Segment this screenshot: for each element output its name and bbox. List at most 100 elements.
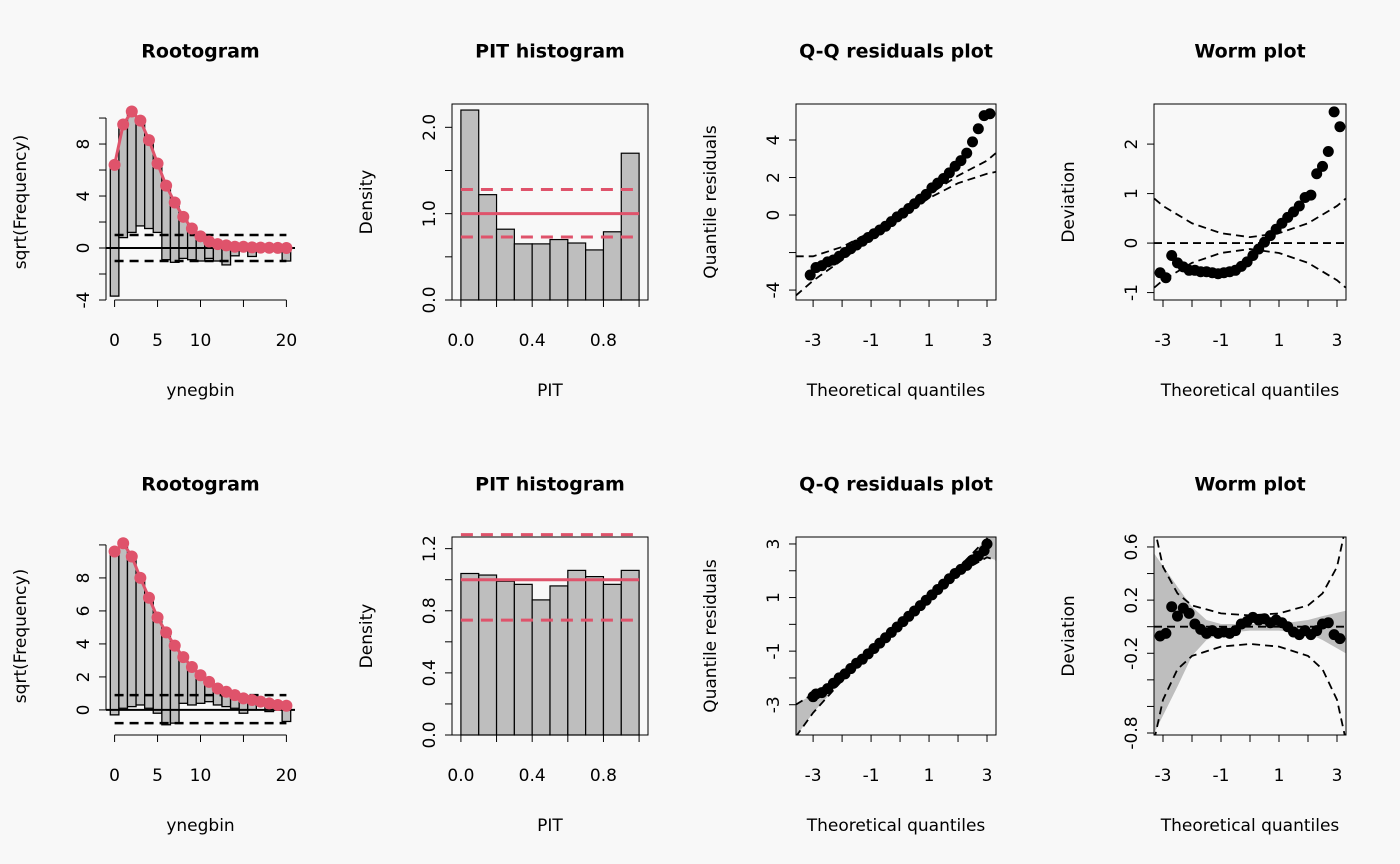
x-tick-label: 0.4 [519,331,546,351]
bar [567,242,587,301]
x-tick-label: 3 [1332,766,1343,786]
bar [495,580,515,736]
bar [531,243,551,301]
expected-point [168,639,181,652]
envelope-line [796,171,996,297]
y-tick-label: -0.2 [1122,637,1142,670]
x-tick-label: 3 [1332,331,1343,351]
y-tick-label: -0.8 [1122,716,1142,749]
y-tick-label: 3 [764,539,784,550]
y-axis-label: Deviation [1059,161,1079,242]
point [1160,272,1172,284]
expected-point [228,240,241,253]
bar [513,243,533,301]
point [1166,249,1178,261]
point [1171,610,1183,622]
y-tick-label: 2 [74,672,94,683]
y-tick-label: -4 [764,282,784,299]
y-tick-label: -4 [74,292,94,309]
x-tick-label: -1 [863,331,880,351]
x-tick-label: -1 [1213,766,1230,786]
y-tick-label: 0 [74,243,94,254]
y-tick-label: 8 [74,139,94,150]
point [1317,160,1329,172]
expected-point [117,118,130,131]
point [804,269,816,281]
x-axis-label: ynegbin [166,381,234,401]
y-tick-label: 2.0 [420,114,440,141]
envelope-line [1154,197,1346,239]
y-tick-label: 6 [74,606,94,617]
point [967,136,979,148]
y-tick-label: 1 [764,592,784,603]
x-tick-label: -3 [805,331,822,351]
bar [602,231,622,301]
panel-title: PIT histogram [475,41,625,63]
bar [478,194,498,301]
point [1160,627,1172,639]
x-tick-label: 1 [1274,331,1285,351]
x-tick-label: 1 [924,766,935,786]
point [1166,601,1178,613]
x-tick-label: 3 [982,331,993,351]
panel-title: Rootogram [141,41,259,63]
y-tick-label: 4 [74,191,94,202]
expected-point [160,626,173,639]
x-axis-label: ynegbin [166,816,234,836]
y-tick-label: 0.6 [1122,533,1142,560]
x-axis-label: PIT [537,381,563,401]
x-tick-label: -3 [1155,766,1172,786]
expected-point [125,105,138,118]
expected-point [142,591,155,604]
bar [109,550,120,716]
expected-point [194,669,207,682]
envelope-line [796,152,996,258]
y-tick-label: -3 [764,696,784,713]
x-tick-label: 0.0 [447,331,474,351]
bar [585,249,605,301]
expected-point [142,134,155,147]
x-tick-label: 10 [190,331,212,351]
point [1311,168,1323,180]
x-tick-label: 0.8 [590,331,617,351]
y-axis-label: sqrt(Frequency) [11,135,31,269]
x-tick-label: 0.0 [447,766,474,786]
x-tick-label: 5 [152,331,163,351]
panel-title: Worm plot [1194,474,1305,496]
bar [513,583,533,736]
y-tick-label: 0.4 [420,659,440,686]
x-tick-label: 0 [109,766,120,786]
y-axis-label: Density [357,604,377,669]
bar [478,574,498,736]
x-tick-label: 10 [190,766,212,786]
bar [460,109,480,301]
x-tick-label: -1 [863,766,880,786]
bar [549,585,569,736]
expected-point [280,242,293,255]
x-axis-label: Theoretical quantiles [1160,381,1340,401]
bar [178,656,189,704]
y-tick-label: 4 [74,639,94,650]
x-axis-label: Theoretical quantiles [806,381,986,401]
expected-point [254,241,267,254]
x-axis-label: Theoretical quantiles [1160,816,1340,836]
x-tick-label: 0.8 [590,766,617,786]
bar [144,597,154,709]
expected-point [203,675,216,688]
bar [495,228,515,301]
plot-area [1154,197,1346,289]
y-tick-label: 4 [764,135,784,146]
x-tick-label: 1 [1274,766,1285,786]
y-tick-label: 0 [764,210,784,221]
envelope-line [1154,248,1346,289]
panel: Rootogram ynegbin sqrt(Frequency) 0 5 10 20 0 2 4… [11,474,297,837]
confidence-shade [1154,553,1346,734]
y-tick-label: 0.2 [1122,587,1142,614]
expected-point [134,571,147,584]
plot-box [795,536,997,736]
point [1183,607,1195,619]
expected-point [151,611,164,624]
expected-point [108,158,121,171]
y-axis-label: Quantile residuals [701,559,721,713]
